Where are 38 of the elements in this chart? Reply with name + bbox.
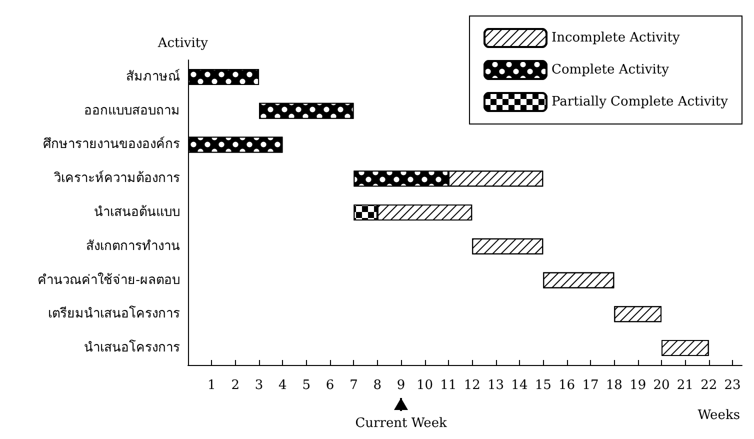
x-axis-title: Weeks bbox=[698, 408, 740, 423]
x-tick-label: 23 bbox=[724, 378, 741, 393]
x-tick-label: 9 bbox=[396, 378, 406, 393]
x-tick-label: 19 bbox=[630, 378, 646, 393]
y-tick-label: วิเคราะห์ความต้องการ bbox=[53, 170, 180, 186]
y-axis-title: Activity bbox=[156, 36, 209, 51]
x-tick-label: 20 bbox=[653, 378, 670, 393]
x-tick-label: 11 bbox=[440, 378, 457, 393]
x-tick-label: 6 bbox=[326, 378, 334, 393]
legend-label: Incomplete Activity bbox=[552, 30, 680, 46]
y-tick-label: นำเสนอต้นแบบ bbox=[94, 205, 180, 220]
x-tick-label: 10 bbox=[416, 378, 434, 393]
y-tick-label: สังเกตการทำงาน bbox=[86, 238, 180, 254]
x-tick-label: 7 bbox=[350, 378, 358, 393]
x-tick-label: 13 bbox=[488, 378, 504, 393]
x-tick-label: 4 bbox=[278, 378, 287, 393]
x-tick-label: 15 bbox=[534, 378, 552, 393]
y-tick-label: เตรียมนำเสนอโครงการ bbox=[48, 306, 180, 322]
x-tick-label: 16 bbox=[558, 378, 576, 393]
ref-line-label: Current Week bbox=[355, 416, 448, 431]
x-tick-label: 17 bbox=[582, 378, 599, 393]
x-tick-label: 12 bbox=[464, 378, 480, 393]
x-tick-label: 2 bbox=[231, 378, 240, 393]
legend-label: Complete Activity bbox=[552, 62, 670, 78]
x-tick-label: 22 bbox=[700, 378, 718, 393]
x-tick-label: 8 bbox=[373, 378, 382, 393]
y-tick-label: สัมภาษณ์ bbox=[126, 68, 180, 84]
y-tick-label: นำเสนอโครงการ bbox=[84, 340, 180, 356]
x-tick-label: 21 bbox=[676, 378, 694, 393]
y-tick-label: ศึกษารายงานขององค์กร bbox=[43, 136, 180, 152]
x-tick-label: 5 bbox=[302, 378, 311, 393]
y-tick-label: คำนวณค่าใช้จ่าย-ผลตอบ bbox=[38, 272, 180, 288]
x-tick-label: 18 bbox=[606, 378, 622, 393]
x-tick-label: 1 bbox=[208, 378, 216, 393]
y-tick-label: ออกแบบสอบถาม bbox=[84, 103, 180, 118]
x-tick-label: 3 bbox=[254, 378, 264, 393]
x-tick-label: 14 bbox=[511, 378, 528, 393]
legend-label: Partially Complete Activity bbox=[552, 94, 729, 110]
